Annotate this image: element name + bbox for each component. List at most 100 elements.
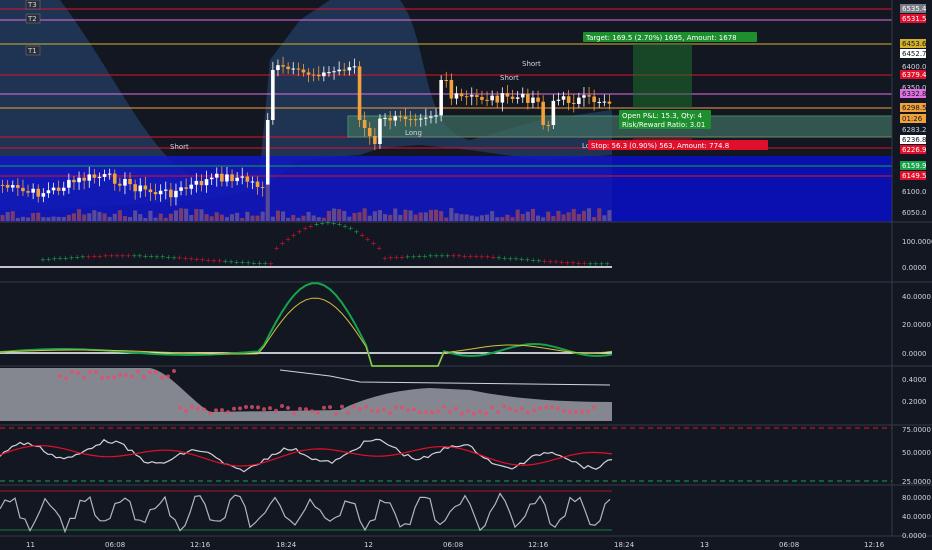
volume-bar: [321, 217, 326, 221]
pane3-dot: [424, 410, 428, 415]
indicator-pane-2[interactable]: [0, 282, 613, 367]
volume-bar: [87, 213, 92, 221]
candle-body: [352, 66, 357, 68]
volume-bar: [306, 211, 311, 221]
pane3-dot: [382, 407, 386, 412]
symbol-marker-t1[interactable]: T1: [25, 45, 41, 56]
target-label[interactable]: Target: 169.5 (2.70%) 1695, Amount: 1678: [583, 32, 757, 42]
pane3-dot: [532, 408, 536, 413]
pane3-dot: [112, 375, 116, 380]
cross-marker: +: [604, 260, 610, 268]
candle-body: [551, 100, 556, 125]
cross-marker: +: [165, 253, 171, 261]
cross-marker: +: [257, 260, 263, 268]
candle-body: [515, 97, 520, 99]
blue-zone: [0, 156, 612, 222]
pane3-dot: [334, 411, 338, 416]
volume-bar: [566, 212, 571, 221]
volume-bar: [602, 215, 607, 221]
volume-bar: [377, 210, 382, 221]
volume-bar: [240, 217, 245, 221]
time-axis[interactable]: 11 06:08 12:16 18:24 12 06:08 12:16 18:2…: [26, 541, 885, 549]
volume-bar: [26, 217, 31, 221]
pane3-dot: [82, 375, 86, 380]
candle-body: [179, 187, 183, 191]
long-signal-label-1: Long: [405, 129, 422, 137]
candle-body: [260, 187, 265, 189]
time-label-8: 13: [700, 541, 709, 549]
price-tag-text-0: 6535.4: [902, 5, 927, 13]
cross-marker: +: [131, 252, 137, 260]
p1-tick-0: 0.0000: [902, 264, 927, 272]
candle-body: [107, 173, 112, 175]
indicator-pane-1[interactable]: + + + + + + + + + + + + + + + + + + + + + + + + + + + + + + + + + + + + + + + +…: [0, 219, 612, 268]
main-price-axis[interactable]: 6400.0 6350.0 6283.2 6100.0 6050.0 6535.…: [900, 4, 927, 217]
cross-marker: +: [365, 235, 371, 243]
volume-bar: [0, 215, 5, 221]
volume-bar: [158, 213, 163, 221]
indicator-pane-4[interactable]: [0, 427, 892, 482]
cross-marker: +: [308, 222, 314, 230]
candle-body: [526, 93, 530, 103]
risk-reward-text: Risk/Reward Ratio: 3.01: [622, 121, 705, 129]
cross-marker: +: [297, 228, 303, 236]
cross-marker: +: [74, 254, 80, 262]
stop-label[interactable]: Stop: 56.3 (0.90%) 563, Amount: 774.8: [588, 140, 768, 150]
pane3-dot: [106, 375, 110, 380]
candle-body: [485, 99, 489, 101]
cross-marker: +: [63, 254, 69, 262]
pane3-dot: [220, 408, 224, 413]
candle-body: [459, 93, 464, 97]
candle-body: [281, 65, 285, 67]
pane3-dot: [538, 406, 542, 411]
pane3-dot: [286, 405, 290, 410]
price-tag-5: [900, 89, 926, 98]
candle-body: [56, 187, 61, 191]
volume-bar: [592, 217, 597, 221]
pane3-dot: [214, 408, 218, 413]
cross-marker: +: [245, 259, 251, 267]
marker-t3-label: T3: [27, 1, 37, 9]
symbol-marker-t3[interactable]: T3: [25, 0, 41, 10]
candle-body: [240, 176, 245, 178]
volume-bar: [495, 217, 500, 221]
cross-marker: +: [194, 255, 200, 263]
volume-bar: [530, 208, 535, 221]
cross-marker: +: [485, 253, 491, 261]
candle-body: [36, 188, 41, 197]
candle-body: [286, 66, 290, 70]
cross-marker: +: [97, 252, 103, 260]
volume-bar: [82, 214, 87, 221]
indicator-pane-5[interactable]: [0, 490, 612, 534]
volume-bar: [423, 212, 428, 221]
pane3-dot: [130, 374, 134, 379]
cross-marker: +: [439, 252, 445, 260]
symbol-marker-t2[interactable]: T2: [25, 13, 41, 24]
open-pl-label[interactable]: Open P&L: 15.3, Qty: 4 Risk/Reward Ratio…: [619, 110, 711, 129]
indicator-pane-3[interactable]: [0, 368, 612, 421]
candle-body: [469, 95, 474, 97]
p4-tick-50: 50.0000: [902, 449, 931, 457]
pane3-dot: [148, 370, 152, 375]
pane3-dot: [238, 406, 242, 411]
candle-body: [21, 187, 25, 192]
volume-bar: [128, 216, 133, 221]
pane3-dot: [244, 404, 248, 409]
pane3-dot: [196, 406, 200, 411]
candle-body: [495, 95, 500, 103]
cross-marker: +: [274, 244, 280, 252]
main-price-pane[interactable]: T3 T2 T1 Short Short Short Long Lo Targe…: [0, 0, 893, 222]
cross-marker: +: [200, 256, 206, 264]
candle-series: [0, 56, 612, 207]
cross-marker: +: [354, 228, 360, 236]
volume-bar: [230, 214, 235, 221]
candle-body: [332, 71, 336, 73]
pane3-dot: [298, 406, 302, 411]
cross-marker: +: [513, 255, 519, 263]
volume-bar: [51, 216, 56, 221]
target-zone[interactable]: [633, 44, 692, 108]
pane3-dot: [202, 407, 206, 412]
time-label-9: 06:08: [779, 541, 799, 549]
